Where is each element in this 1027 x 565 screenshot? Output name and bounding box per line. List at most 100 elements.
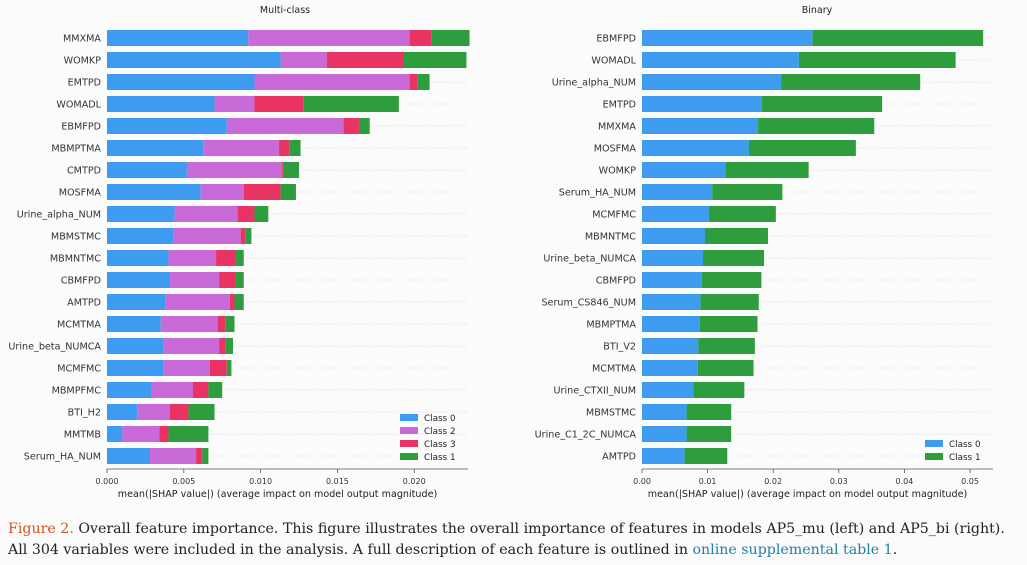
bar-segment [758,118,875,134]
legend-swatch [400,453,418,460]
bar-segment [169,272,220,288]
bar-segment [642,30,813,46]
bar-segment [219,338,226,354]
bar-segment [409,30,432,46]
bar-segment [703,250,765,266]
bar-segment [236,272,244,288]
bar-segment [282,162,284,178]
feature-label: MBMPTMA [586,320,636,331]
legend-swatch [400,440,418,447]
chart-title: Multi-class [260,5,310,16]
feature-label: WOMKP [64,56,102,67]
bar-segment [107,30,249,46]
x-axis-label: mean(|SHAP value|) (average impact on mo… [648,489,968,500]
bar-segment [234,294,244,310]
bar-segment [107,338,164,354]
bar-segment [642,228,705,244]
bar-segment [642,206,709,222]
feature-label: WOMKP [599,166,637,177]
legend-label: Class 0 [424,414,456,424]
bar-segment [712,184,783,200]
feature-label: MBMPFMC [52,386,102,397]
legend-label: Class 0 [949,440,981,450]
bar-segment [196,448,203,464]
feature-label: EMTPD [603,100,636,111]
feature-label: BTI_V2 [603,342,636,353]
x-tick-label: 0.03 [830,477,848,486]
feature-label: WOMADL [56,100,101,111]
feature-label: MBMPTMA [51,144,101,155]
bar-segment [303,96,399,112]
bar-segment [686,426,732,442]
bar-segment [107,162,187,178]
legend-swatch [400,414,418,421]
x-tick-label: 0.010 [249,477,272,486]
feature-label: MCMFMC [57,364,101,375]
figure-canvas: Multi-class MMXMA WOMKP EMTPD WOMADL EBMFPD MB… [8,5,993,500]
caption-text: Overall feature importance. This figure … [8,521,1005,558]
chart-title: Binary [802,5,833,16]
bar-segment [642,448,685,464]
bar-segment [697,360,754,376]
bar-segment [200,184,244,200]
bar-segment [168,250,217,266]
bar-segment [160,316,218,332]
bar-segment [107,140,204,156]
bar-segment [107,272,170,288]
bar-segment [107,206,175,222]
x-tick-label: 0.02 [764,477,782,486]
feature-label: MMXMA [598,122,636,133]
feature-label: MBMSTMC [51,232,101,243]
bar-segment [168,426,209,442]
legend-label: Class 1 [424,453,456,463]
bar-segment [245,228,252,244]
bar-segment [107,360,164,376]
legend-swatch [925,440,943,447]
feature-label: Urine_beta_NUMCA [8,342,101,353]
bar-segment [254,96,304,112]
bar-segment [642,250,704,266]
bar-segment [642,294,701,310]
feature-label: MMTMB [64,430,101,441]
binary-chart: Binary EBMFPD WOMADL Urine_alpha_NUM EMTPD MM… [535,5,993,500]
bar-segment [225,316,235,332]
supplemental-table-link[interactable]: online supplemental table 1 [692,542,893,558]
legend-label: Class 2 [424,427,456,437]
bar-segment [781,74,921,90]
feature-label: Serum_CS846_NUM [541,298,636,309]
bar-segment [165,294,230,310]
bar-segment [704,228,768,244]
multiclass-chart: Multi-class MMXMA WOMKP EMTPD WOMADL EBMFPD MB… [8,5,470,500]
bar-segment [107,184,201,200]
bar-segment [229,294,235,310]
feature-label: BTI_H2 [68,408,101,419]
legend-swatch [400,427,418,434]
feature-label: Urine_alpha_NUM [552,78,636,89]
bar-segment [642,52,799,68]
legend-swatch [925,453,943,460]
bar-segment [202,448,209,464]
feature-label: WOMADL [591,56,636,67]
bar-segment [812,30,984,46]
feature-label: CBMFPD [596,276,636,287]
bar-segment [289,140,301,156]
bar-segment [725,162,809,178]
bar-segment [684,448,728,464]
bar-segment [326,52,404,68]
bar-segment [642,272,702,288]
bar-segment [642,426,687,442]
bar-segment [243,184,281,200]
feature-label: CMTPD [67,166,101,177]
bar-segment [237,206,255,222]
bar-segment [208,382,223,398]
bar-segment [107,250,169,266]
x-axis-label: mean(|SHAP value|) (average impact on mo… [118,489,438,500]
bar-segment [642,382,694,398]
bar-segment [107,228,174,244]
bar-segment [254,206,269,222]
bar-segment [219,272,237,288]
feature-label: Urine_beta_NUMCA [543,254,636,265]
x-tick-label: 0.01 [699,477,717,486]
feature-label: AMTPD [67,298,101,309]
feature-label: EMTPD [68,78,101,89]
